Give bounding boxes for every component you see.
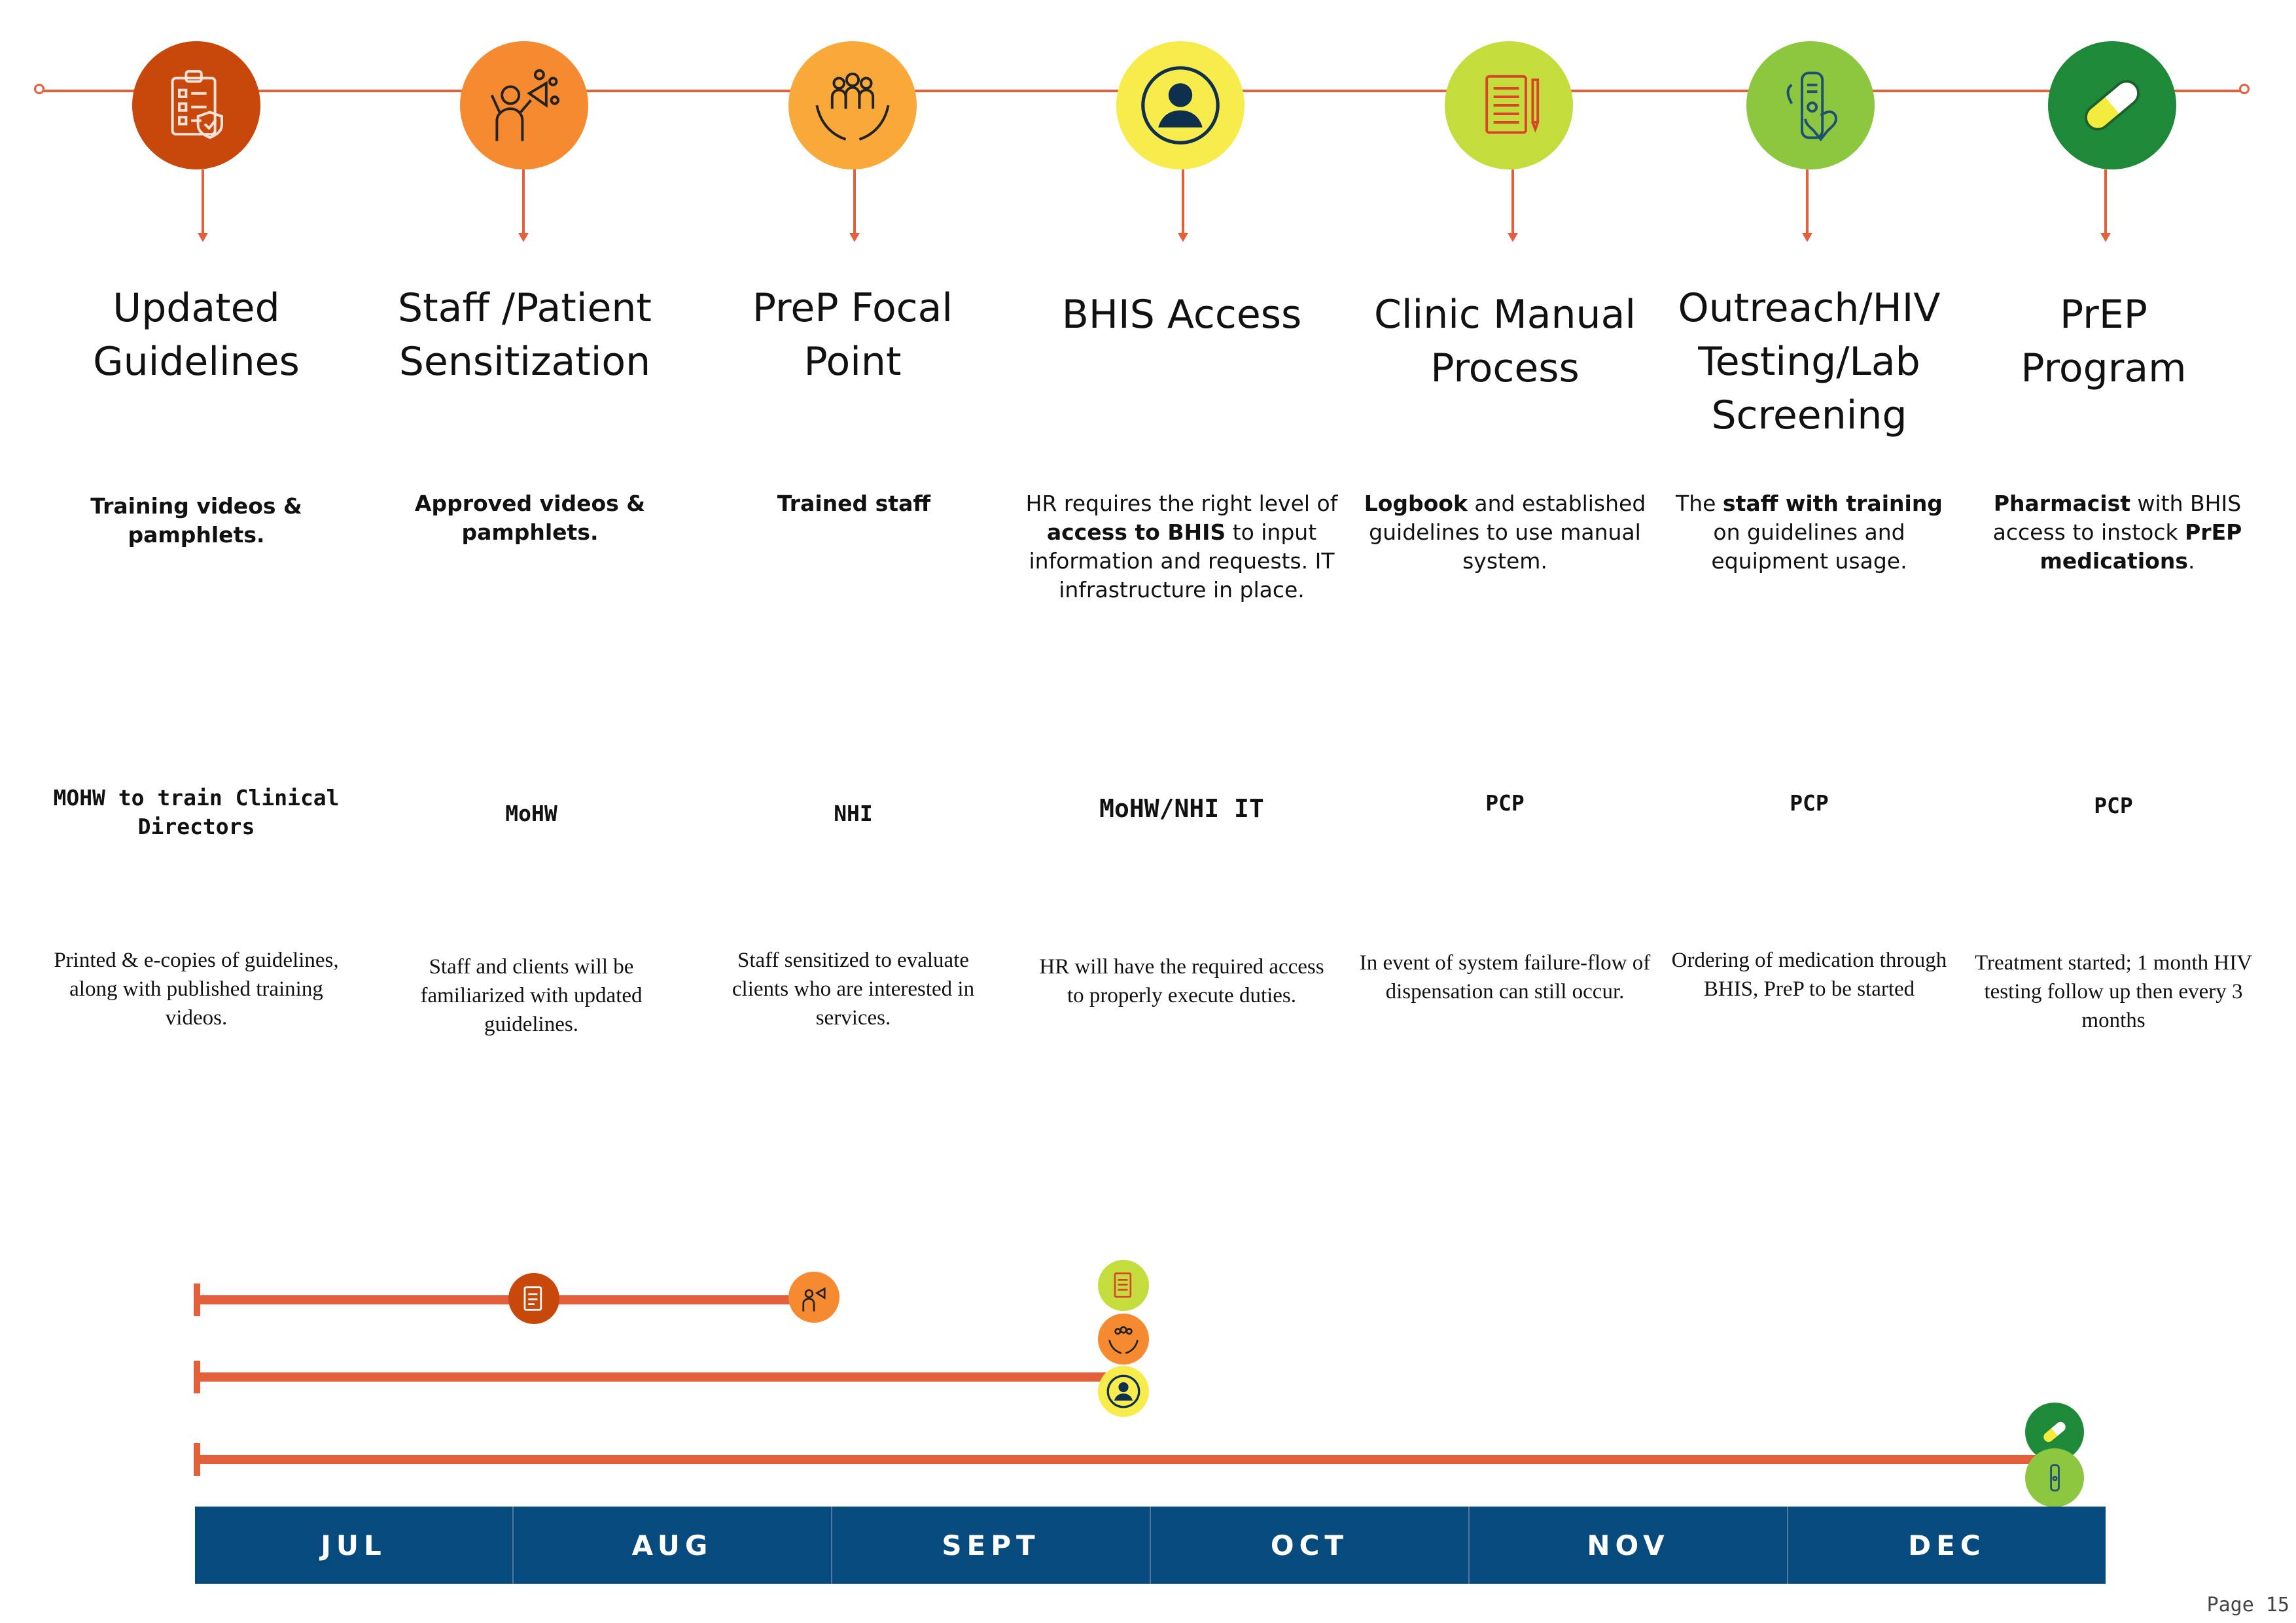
stage-requirement: HR requires the right level of access to… <box>1025 489 1339 604</box>
arrow-down-icon <box>2100 233 2111 242</box>
requirement-emphasis: Trained staff <box>777 491 931 516</box>
stage-owner: MOHW to train Clinical Directors <box>53 785 340 839</box>
stage-outcome: Staff sensitized to evaluate clients who… <box>732 949 975 1030</box>
month-label: OCT <box>1151 1507 1470 1584</box>
hands-people-icon <box>788 41 917 169</box>
arrow-down-icon <box>1178 233 1188 242</box>
stage-owner: MoHW/NHI IT <box>1099 794 1264 823</box>
arrow-down-icon <box>518 233 529 242</box>
month-label: AUG <box>514 1507 832 1584</box>
stage-outcome: Ordering of medication through BHIS, Pre… <box>1671 949 1947 1001</box>
month-label: DEC <box>1908 1529 1986 1562</box>
requirement-emphasis: Training videos & pamphlets. <box>90 493 302 548</box>
stage-requirement: The staff with training on guidelines an… <box>1662 489 1956 576</box>
stage-owner: NHI <box>834 801 873 826</box>
requirement-emphasis: Approved videos & pamphlets. <box>414 491 646 545</box>
stage-owner: PCP <box>1485 790 1525 816</box>
arrow-down-icon <box>198 233 208 242</box>
timeline-end-cap <box>2239 84 2250 94</box>
requirement-emphasis: Logbook <box>1364 491 1468 516</box>
megaphone-person-icon <box>460 41 588 169</box>
stage-outcome: Treatment started; 1 month HIV testing f… <box>1974 951 2253 1032</box>
timeline-start-cap <box>34 84 44 94</box>
stage-owner: MoHW <box>505 801 557 826</box>
stage-title: PrEP Program <box>2021 292 2187 391</box>
megaphone-person-icon <box>788 1272 839 1323</box>
pill-capsule-icon <box>2048 41 2176 169</box>
stage-title: Clinic Manual Process <box>1373 292 1636 391</box>
stage-requirement: Approved videos & pamphlets. <box>386 489 674 547</box>
stage-requirement: Logbook and established guidelines to us… <box>1361 489 1649 576</box>
stage-title: Updated Guidelines <box>93 285 300 385</box>
notebook-pencil-icon <box>1098 1260 1149 1311</box>
stage-title: PreP Focal Point <box>752 285 953 385</box>
month-label: SEPT <box>832 1507 1151 1584</box>
stage-drop-line <box>1182 169 1184 235</box>
requirement-emphasis: Pharmacist <box>1993 491 2131 516</box>
stage-owner: PCP <box>2094 793 2133 818</box>
stage-title: BHIS Access <box>1061 292 1302 338</box>
stage-outcome: In event of system failure-flow of dispe… <box>1359 951 1651 1003</box>
requirement-text: and established guidelines to use manual… <box>1369 491 1646 574</box>
checklist-shield-icon <box>508 1273 559 1324</box>
stage-requirement: Pharmacist with BHIS access to instock P… <box>1987 489 2248 576</box>
arrow-down-icon <box>1508 233 1518 242</box>
arrow-down-icon <box>849 233 860 242</box>
notebook-pencil-icon <box>1445 41 1573 169</box>
requirement-text: with BHIS access to instock <box>1992 491 2242 545</box>
stage-drop-line <box>853 169 856 235</box>
checklist-shield-icon <box>132 41 260 169</box>
stage-outcome: HR will have the required access to prop… <box>1039 955 1324 1007</box>
stage-outcome: Staff and clients will be familiarized w… <box>420 955 643 1036</box>
requirement-text: The <box>1676 491 1723 516</box>
page-number: Page 15 <box>2206 1594 2289 1616</box>
test-kit-ribbon-icon <box>1746 41 1875 169</box>
stage-title: Outreach/HIV Testing/Lab Screening <box>1678 285 1941 438</box>
requirement-text: HR requires the right level of <box>1025 491 1338 516</box>
stage-requirement: Trained staff <box>720 489 988 518</box>
user-avatar-icon <box>1098 1366 1149 1417</box>
requirement-emphasis: access to BHIS <box>1046 519 1226 545</box>
stage-requirement: Training videos & pamphlets. <box>59 492 334 550</box>
requirement-emphasis: staff with training <box>1722 491 1943 516</box>
stage-drop-line <box>522 169 525 235</box>
stage-drop-line <box>2104 169 2107 235</box>
month-axis: JUL AUG SEPT OCT NOV DEC <box>195 1507 2106 1584</box>
month-label: JUL <box>195 1507 514 1584</box>
requirement-text: to input information and requests. IT in… <box>1029 519 1335 602</box>
requirement-emphasis: PrEP medications <box>2040 519 2242 574</box>
requirement-text: . <box>2187 548 2195 574</box>
gantt-bar <box>195 1295 797 1304</box>
stage-title: Staff /Patient Sensitization <box>398 285 652 385</box>
test-kit-ribbon-icon <box>2025 1448 2084 1507</box>
stage-owner: PCP <box>1790 790 1829 816</box>
gantt-bar <box>195 1372 1124 1382</box>
month-label: NOV <box>1470 1507 1788 1584</box>
arrow-down-icon <box>1802 233 1812 242</box>
stage-drop-line <box>1511 169 1514 235</box>
gantt-bar <box>195 1455 2066 1464</box>
stage-outcome: Printed & e-copies of guidelines, along … <box>54 949 339 1030</box>
user-avatar-icon <box>1116 41 1245 169</box>
stage-drop-line <box>202 169 204 235</box>
stage-drop-line <box>1806 169 1809 235</box>
hands-people-icon <box>1098 1314 1149 1365</box>
requirement-text: on guidelines and equipment usage. <box>1711 519 1907 574</box>
